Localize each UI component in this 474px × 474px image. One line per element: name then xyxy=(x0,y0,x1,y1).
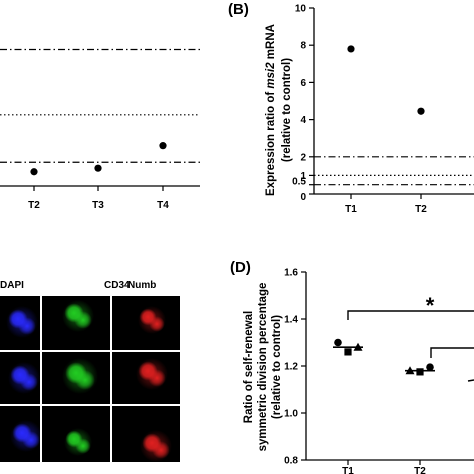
partial-mean-line xyxy=(467,379,474,382)
panel-b-point-t2 xyxy=(417,107,425,115)
micrograph-numb-row-2 xyxy=(112,352,180,404)
significance-star: * xyxy=(426,293,435,318)
panel-d-ylabel-line3: (relative to control) xyxy=(271,315,283,419)
panel-b-point-t1 xyxy=(347,45,355,53)
panel-d-ylabel-line2: symmetric division percentage xyxy=(257,283,269,452)
panel-b-ytick-label-4: 4 xyxy=(300,115,306,126)
panel-a-xtick-label-t3: T3 xyxy=(92,200,104,211)
panel-d-point-t2-triangle xyxy=(405,366,415,375)
panel-b-ylabel-line2: (relative to control) xyxy=(281,58,293,162)
micrograph-dapi-row-1 xyxy=(0,296,40,350)
significance-brackets: * xyxy=(347,293,474,382)
micrograph-cd34-row-2 xyxy=(42,352,110,404)
panel-d: (D) Ratio of self-renewal symmetric divi… xyxy=(230,259,474,474)
panel-d-point-t1-circle xyxy=(334,338,342,347)
panel-c: DAPI CD34 Numb xyxy=(0,280,156,291)
header-cd34: CD34 xyxy=(104,280,130,291)
panel-b-ytick-label-2: 1 xyxy=(300,171,306,182)
panel-b-ytick-label-7: 10 xyxy=(295,4,307,15)
panel-d-ytick-label-0: 0.8 xyxy=(284,456,298,467)
panel-b: (B) Expression ratio of msi2 mRNA (relat… xyxy=(228,1,474,215)
panel-d-point-t2-square xyxy=(416,368,424,376)
panel-a-xtick-label-t4: T4 xyxy=(157,200,169,211)
bracket-t1 xyxy=(347,310,474,320)
panel-a: T2 T3 T4 xyxy=(0,48,200,211)
bracket-t2 xyxy=(430,347,474,358)
panel-d-xtick-label-t1: T1 xyxy=(342,466,354,474)
panel-b-ytick-label-0: 0 xyxy=(300,192,306,203)
micrograph-dapi-row-3 xyxy=(0,406,40,462)
panel-d-ylabel-line1: Ratio of self-renewal xyxy=(243,311,255,423)
micrograph-dapi-row-2 xyxy=(0,352,40,404)
micrograph-cd34-row-1 xyxy=(42,296,110,350)
micrograph-numb-row-1 xyxy=(112,296,180,350)
panel-d-xtick-label-t2: T2 xyxy=(414,466,426,474)
panel-a-point-t4 xyxy=(159,142,167,150)
panel-d-ytick-label-2: 1.2 xyxy=(284,362,298,373)
panel-b-xtick-label-t2: T2 xyxy=(415,204,427,215)
panel-d-ytick-label-4: 1.6 xyxy=(284,268,298,279)
panel-b-ytick-label-6: 8 xyxy=(300,41,306,52)
panel-d-point-t2-circle xyxy=(426,363,434,371)
panel-b-ytick-label-3: 2 xyxy=(300,152,306,163)
panel-d-ytick-label-1: 1.0 xyxy=(284,409,298,420)
micrograph-cd34-row-3 xyxy=(42,406,110,462)
panel-b-ytick-label-1: 0.5 xyxy=(292,177,306,188)
panel-d-ytick-label-3: 1.4 xyxy=(284,315,298,326)
panel-b-ylabel-line1: Expression ratio of msi2 mRNA xyxy=(265,24,277,196)
panel-b-ytick-label-5: 6 xyxy=(300,78,306,89)
micrograph-numb-row-3 xyxy=(112,406,180,462)
panel-a-point-t3 xyxy=(94,164,102,172)
panel-d-point-t1-square xyxy=(344,348,352,356)
header-dapi: DAPI xyxy=(0,280,24,291)
panel-b-xtick-label-t1: T1 xyxy=(345,204,357,215)
panel-d-label: (D) xyxy=(230,259,251,276)
panel-d-point-t1-triangle xyxy=(353,342,363,351)
header-numb: Numb xyxy=(128,280,156,291)
panel-b-label: (B) xyxy=(228,1,249,18)
panel-a-point-t2 xyxy=(30,168,38,176)
panel-a-xtick-label-t2: T2 xyxy=(28,200,40,211)
